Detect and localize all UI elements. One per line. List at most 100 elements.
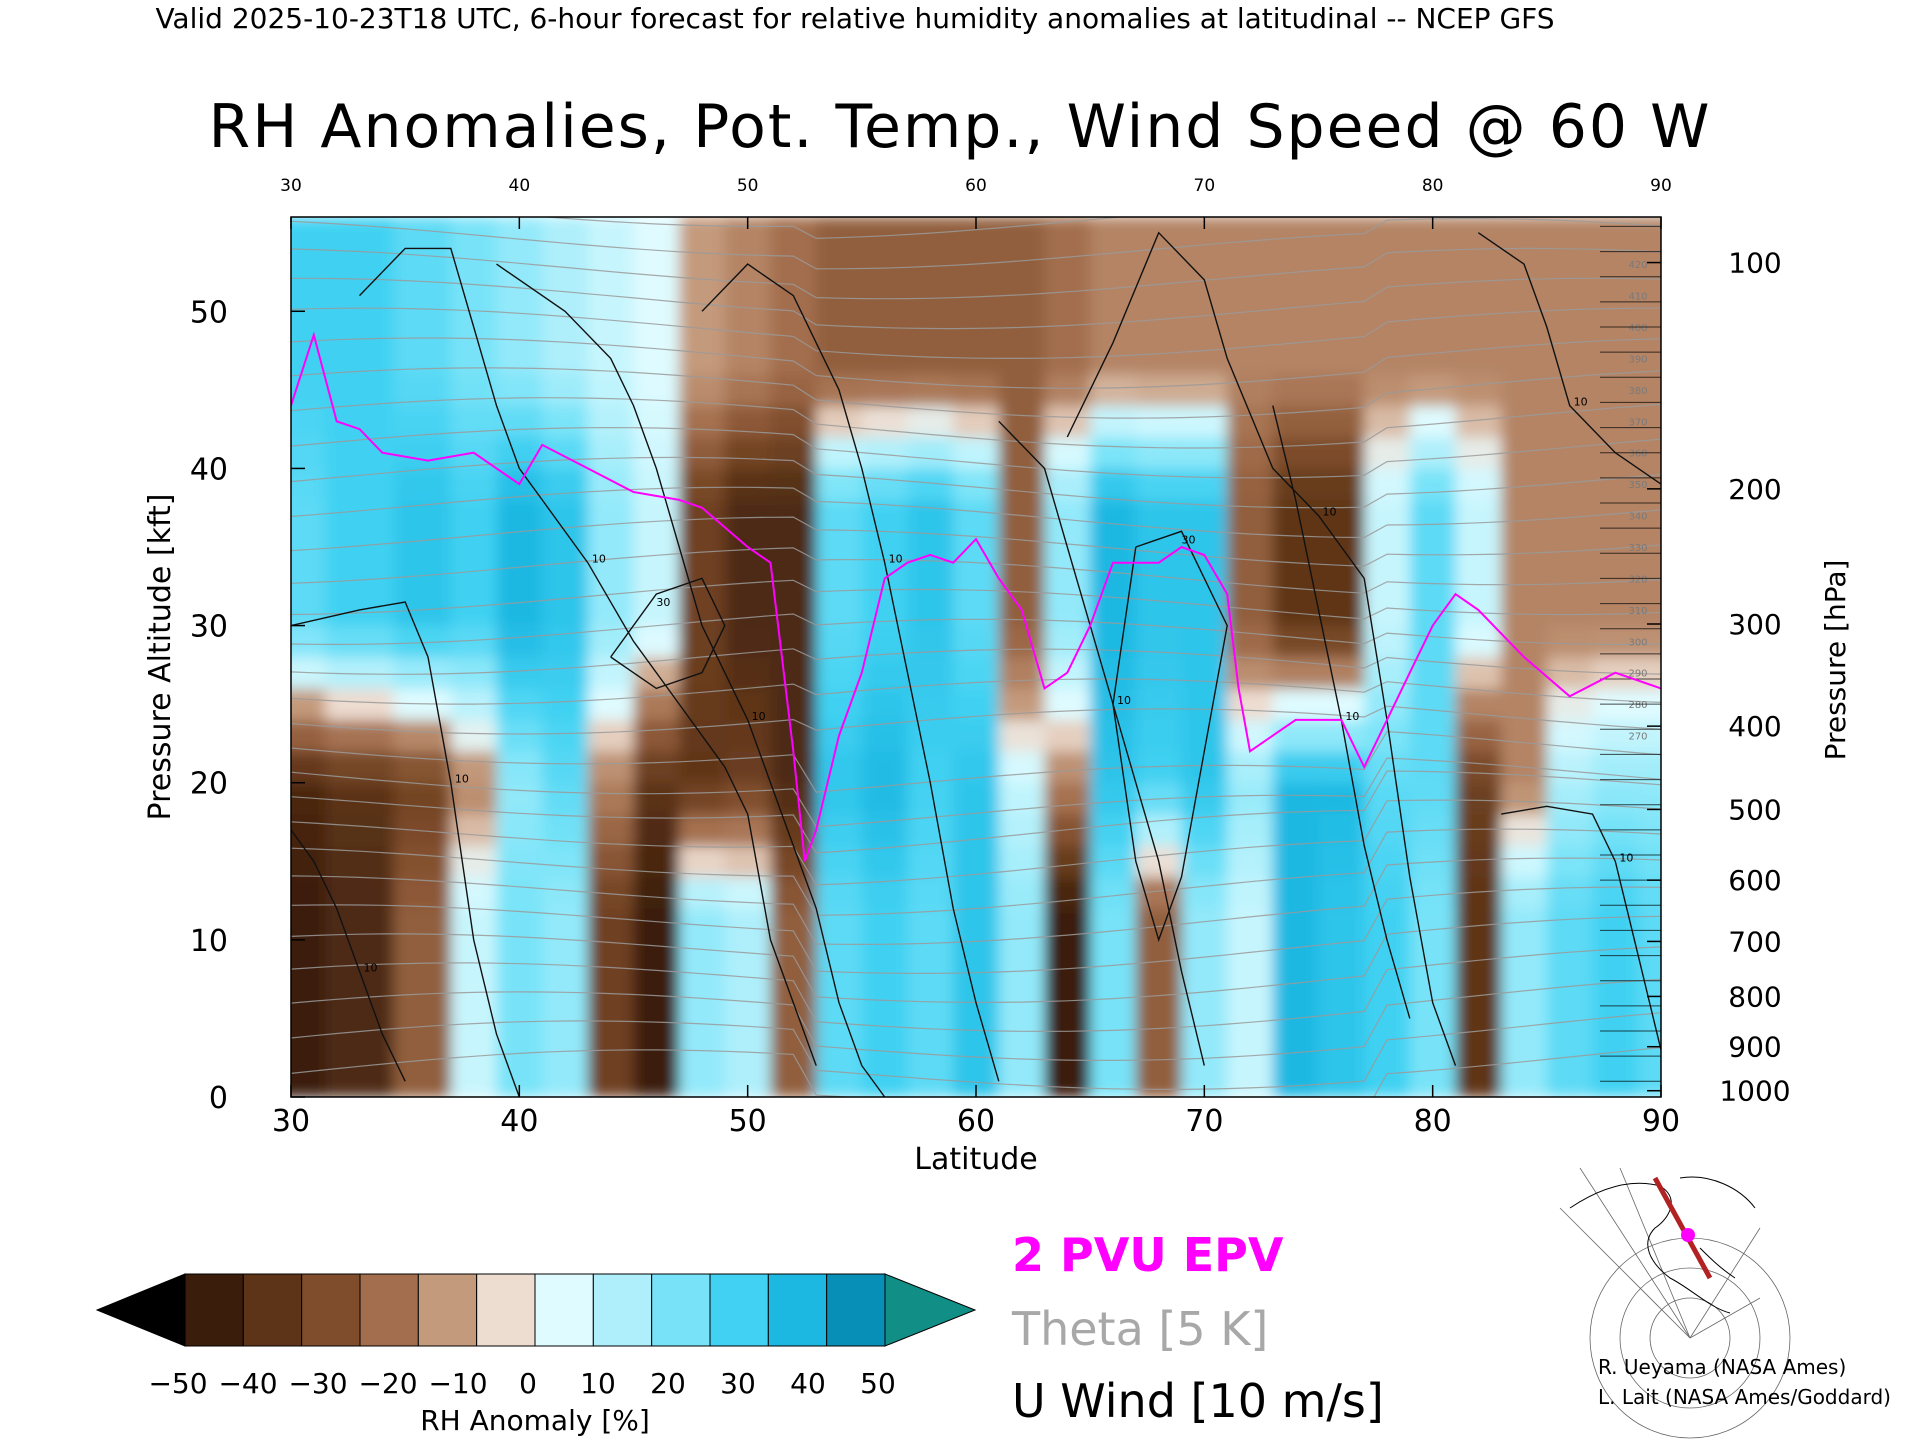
rh-cell	[1455, 373, 1502, 407]
rh-cell	[496, 939, 543, 972]
rh-cell	[1638, 217, 1661, 249]
rh-cell	[542, 1033, 589, 1067]
location-minimap	[1559, 1167, 1791, 1439]
rh-cell	[1272, 310, 1319, 344]
rh-cell	[1227, 1002, 1274, 1035]
rh-cell	[633, 436, 680, 469]
rh-cell	[496, 1033, 543, 1067]
rh-cell	[770, 310, 817, 344]
rh-cell	[1135, 1033, 1182, 1067]
theta-contour	[291, 547, 1661, 594]
rh-cell	[1592, 1033, 1639, 1067]
rh-cell	[496, 530, 543, 564]
theta-contour	[539, 217, 1127, 240]
rh-cell	[1272, 1065, 1319, 1097]
rh-cell	[1135, 719, 1182, 752]
rh-cell	[953, 719, 1000, 752]
rh-cell	[633, 467, 680, 501]
theta-label: 310	[1628, 606, 1647, 617]
rh-cell	[998, 625, 1045, 658]
rh-cell	[1592, 625, 1639, 658]
rh-cell	[1318, 467, 1365, 501]
rh-cell	[1409, 499, 1456, 532]
rh-cell	[1592, 907, 1639, 941]
rh-cell	[724, 907, 771, 941]
rh-cell	[1090, 436, 1137, 469]
rh-cell	[1455, 845, 1502, 878]
colorbar-tick-label: −40	[218, 1367, 277, 1400]
pressure-tick-label: 700	[1728, 925, 1781, 958]
rh-cell	[816, 467, 863, 501]
rh-cell	[770, 342, 817, 375]
rh-cell	[1135, 970, 1182, 1004]
rh-cell	[325, 499, 395, 532]
rh-cell	[1638, 247, 1661, 281]
rh-cell	[1501, 310, 1548, 344]
theta-contour	[291, 579, 1661, 620]
rh-cell	[1364, 217, 1411, 249]
pressure-tick-label: 800	[1728, 980, 1781, 1013]
rh-cell	[679, 782, 726, 815]
rh-cell	[770, 467, 817, 501]
theta-label: 380	[1628, 386, 1647, 397]
rh-cell	[1135, 342, 1182, 375]
rh-cell	[393, 907, 452, 941]
rh-cell	[542, 656, 589, 689]
u-wind-contours: 10 10 10 10 10 10 10 10 10 10 30 30	[291, 231, 1661, 1097]
rh-cell	[1546, 907, 1593, 941]
rh-cell	[907, 310, 954, 344]
rh-cell	[998, 1033, 1045, 1067]
rh-cell	[1455, 467, 1502, 501]
theta-contour	[291, 486, 1661, 539]
y-tick-label: 10	[190, 924, 228, 959]
rh-cell	[953, 939, 1000, 972]
rh-cell	[542, 939, 589, 972]
rh-cell	[998, 876, 1045, 909]
rh-cell	[770, 530, 817, 564]
legend-theta: Theta [5 K]	[1012, 1302, 1269, 1356]
rh-cell	[1181, 813, 1228, 847]
rh-cell	[496, 750, 543, 784]
theta-contour	[291, 1046, 1661, 1097]
rh-cell	[679, 1002, 726, 1035]
rh-cell	[1546, 499, 1593, 532]
uwind-10-contour	[496, 263, 886, 1097]
rh-cell	[816, 813, 863, 847]
rh-cell	[1135, 907, 1182, 941]
uwind-10-contour	[1477, 232, 1661, 485]
rh-cell	[1546, 845, 1593, 878]
rh-cell	[1090, 625, 1137, 658]
x-tick-label: 50	[729, 1104, 767, 1139]
uwind-contour-label: 10	[1117, 694, 1131, 707]
rh-cell	[816, 593, 863, 627]
rh-cell	[1546, 625, 1593, 658]
rh-cell	[1592, 750, 1639, 784]
rh-cell	[1501, 876, 1548, 909]
rh-cell	[1409, 1002, 1456, 1035]
rh-cell	[1501, 217, 1548, 249]
rh-cell	[1227, 499, 1274, 532]
x-tick-label-top: 50	[737, 176, 759, 196]
rh-cell	[587, 750, 634, 784]
rh-cell	[1135, 687, 1182, 721]
rh-cell	[393, 1033, 452, 1067]
rh-cell	[291, 845, 326, 878]
rh-cell	[393, 625, 452, 658]
rh-cell	[587, 562, 634, 595]
rh-cell	[1501, 279, 1548, 312]
rh-cell	[1409, 342, 1456, 375]
rh-cell	[1181, 436, 1228, 469]
rh-cell	[1227, 405, 1274, 438]
rh-cell	[291, 562, 326, 595]
rh-cell	[1638, 405, 1661, 438]
rh-cell	[679, 405, 726, 438]
y-axis-right: 100 200 300 400 500 600 700 800 900 1000	[1647, 247, 1791, 1108]
rh-cell	[633, 719, 680, 752]
rh-cell	[998, 719, 1045, 752]
rh-cell	[907, 499, 954, 532]
rh-cell	[325, 970, 395, 1004]
rh-cell	[953, 970, 1000, 1004]
rh-cell	[496, 876, 543, 909]
theta-contour	[291, 367, 1661, 419]
theta-contour	[291, 1012, 1661, 1090]
